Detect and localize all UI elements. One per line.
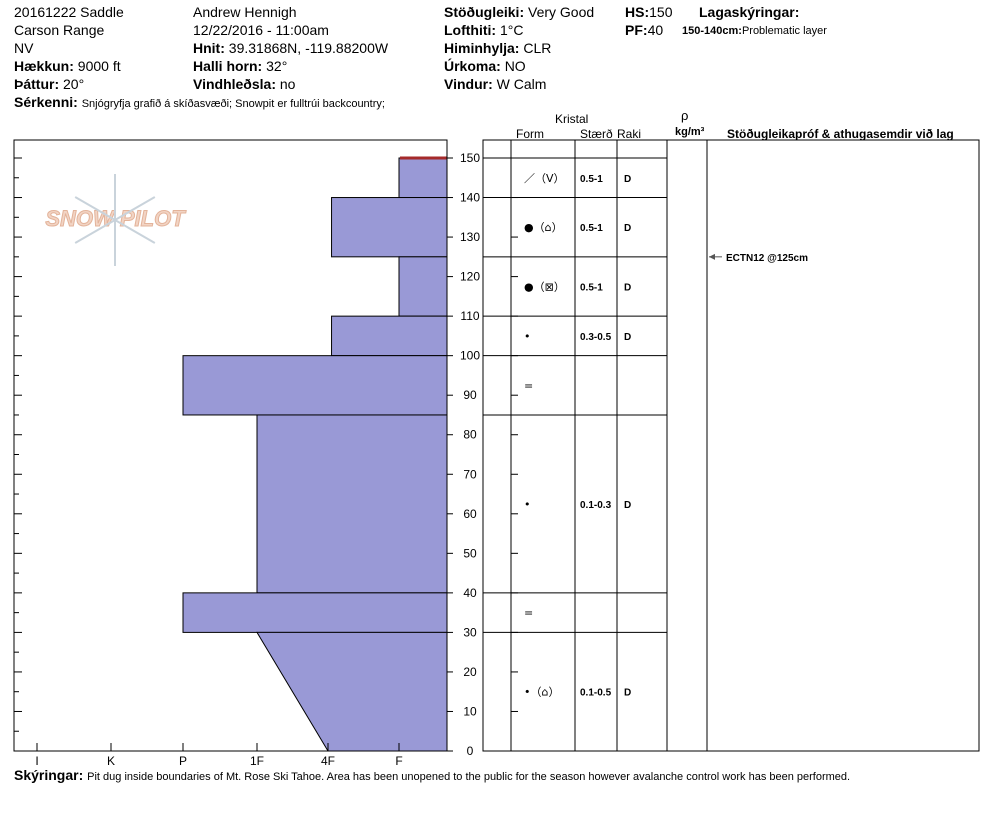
hardness-tick-label: 4F bbox=[321, 754, 335, 768]
crystal-moisture: D bbox=[624, 223, 631, 234]
crystal-moisture: D bbox=[624, 282, 631, 293]
height-tick-label: 110 bbox=[460, 309, 479, 323]
height-tick-label: 130 bbox=[460, 230, 480, 244]
layer-notes-title: Lagaskýringar: bbox=[699, 4, 800, 20]
height-tick-label: 20 bbox=[463, 665, 477, 679]
size-header: Stærð bbox=[580, 127, 613, 141]
stability-tests-header: Stöðugleikapróf & athugasemdir við lag bbox=[727, 127, 954, 141]
crystal-size: 0.1-0.5 bbox=[580, 688, 612, 699]
snowflake-arm bbox=[114, 219, 156, 244]
height-tick-label: 0 bbox=[467, 744, 474, 758]
penetration: PF:40 bbox=[625, 22, 664, 38]
hardness-tick-label: K bbox=[107, 754, 115, 768]
height-tick-label: 40 bbox=[463, 586, 477, 600]
form-header: Form bbox=[516, 127, 544, 141]
hardness-tick-label: I bbox=[35, 754, 38, 768]
wind-loading: Vindhleðsla: no bbox=[193, 76, 296, 92]
slope-angle: Halli horn: 32° bbox=[193, 58, 288, 74]
crystal-table: ／（V） 0.5-1 D ●（⌂） 0.5-1 D ●（⊠） 0.5-1 D • 0.3-0.5 D =… bbox=[482, 139, 980, 752]
snow-height: HS:150 bbox=[625, 4, 673, 20]
crystal-header: Kristal bbox=[555, 112, 589, 126]
height-tick-label: 140 bbox=[460, 191, 480, 205]
height-tick-label: 90 bbox=[463, 388, 477, 402]
hardness-tick-label: 1F bbox=[250, 754, 264, 768]
aspect: Þáttur: 20° bbox=[14, 76, 85, 92]
hardness-layer bbox=[398, 157, 448, 199]
state-name: NV bbox=[14, 40, 34, 56]
crystal-size: 0.3-0.5 bbox=[580, 332, 612, 343]
crystal-moisture: D bbox=[624, 500, 631, 511]
snowflake-arm bbox=[74, 196, 116, 221]
snowflake-arm bbox=[114, 196, 156, 221]
observer: Andrew Hennigh bbox=[193, 4, 297, 20]
crystal-form: ●（⌂） bbox=[524, 221, 563, 234]
crystal-size: 0.1-0.3 bbox=[580, 500, 612, 511]
height-tick-label: 10 bbox=[463, 704, 477, 718]
wind: Vindur: W Calm bbox=[444, 76, 547, 92]
stability-test-arrowhead bbox=[709, 253, 715, 260]
crystal-size: 0.5-1 bbox=[580, 223, 603, 234]
stability: Stöðugleiki: Very Good bbox=[444, 4, 595, 20]
hardness-layer bbox=[331, 197, 448, 258]
hardness-tick-label: P bbox=[179, 754, 187, 768]
height-tick-label: 30 bbox=[463, 625, 477, 639]
height-tick-label: 150 bbox=[460, 151, 480, 165]
crystal-form: ●（⊠） bbox=[524, 280, 565, 293]
crystal-moisture: D bbox=[624, 174, 631, 185]
coordinates: Hnit: 39.31868N, -119.88200W bbox=[193, 40, 389, 56]
crystal-form: = bbox=[524, 379, 533, 392]
air-temp: Lofthiti: 1°C bbox=[444, 22, 524, 38]
height-tick-label: 70 bbox=[463, 467, 477, 481]
height-tick-label: 100 bbox=[460, 349, 480, 363]
snowpilot-logo: SNOW PILOT bbox=[45, 174, 187, 266]
hardness-tick-label: F bbox=[395, 754, 402, 768]
stability-test-label: ECTN12 @125cm bbox=[726, 253, 808, 264]
hardness-layer bbox=[182, 592, 448, 633]
crystal-moisture: D bbox=[624, 332, 631, 343]
elevation: Hækkun: 9000 ft bbox=[14, 58, 121, 74]
layer-note: 150-140cm:Problematic layer bbox=[682, 25, 827, 37]
height-tick-label: 120 bbox=[460, 270, 480, 284]
precipitation: Úrkoma: NO bbox=[444, 58, 526, 74]
features: Sérkenni: Snjógryfja grafið á skíðasvæði… bbox=[14, 94, 385, 110]
hardness-plot: 0 10 20 30 40 50 60 70 80 90 100 110 120 130 140 150 I K P… bbox=[13, 139, 480, 768]
height-tick-label: 80 bbox=[463, 428, 477, 442]
hardness-layer bbox=[256, 631, 448, 752]
table-frame bbox=[482, 139, 980, 752]
hardness-layer bbox=[398, 256, 448, 317]
sky-cover: Himinhylja: CLR bbox=[444, 40, 552, 56]
crystal-form: • bbox=[524, 330, 531, 343]
range-name: Carson Range bbox=[14, 22, 105, 38]
crystal-form: •（⌂） bbox=[524, 686, 559, 699]
crystal-form: • bbox=[524, 498, 531, 511]
crystal-size: 0.5-1 bbox=[580, 282, 603, 293]
density-unit: kg/m³ bbox=[675, 126, 705, 138]
height-tick-label: 50 bbox=[463, 546, 477, 560]
crystal-form: = bbox=[524, 607, 533, 620]
hardness-layer bbox=[182, 355, 448, 416]
crystal-form: ／（V） bbox=[524, 172, 565, 185]
site-name: 20161222 Saddle bbox=[14, 4, 124, 20]
hardness-layer bbox=[256, 414, 448, 594]
density-symbol: ρ bbox=[681, 108, 689, 123]
datetime: 12/22/2016 - 11:00am bbox=[193, 22, 329, 38]
moisture-header: Raki bbox=[617, 127, 642, 141]
snowflake-arm bbox=[74, 219, 116, 244]
crystal-size: 0.5-1 bbox=[580, 174, 603, 185]
height-tick-label: 60 bbox=[463, 507, 477, 521]
comments: Skýringar: Pit dug inside boundaries of … bbox=[14, 767, 851, 783]
plot-frame bbox=[13, 139, 448, 752]
crystal-moisture: D bbox=[624, 688, 631, 699]
hardness-layer bbox=[331, 315, 448, 357]
